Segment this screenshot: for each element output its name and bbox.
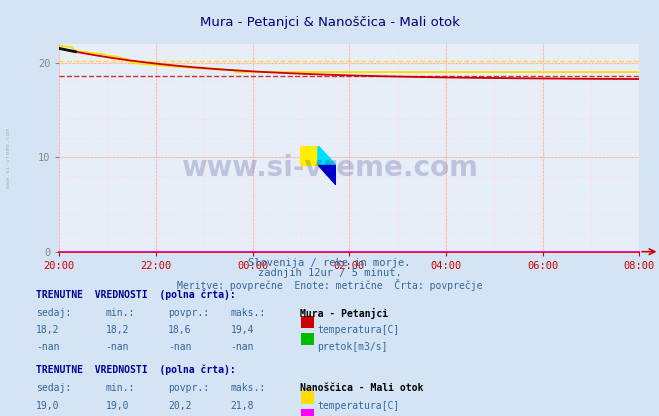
Text: www.si-vreme.com: www.si-vreme.com <box>6 128 11 188</box>
Text: -nan: -nan <box>168 342 192 352</box>
Text: Nanoščica - Mali otok: Nanoščica - Mali otok <box>300 383 423 393</box>
Text: Meritve: povprečne  Enote: metrične  Črta: povprečje: Meritve: povprečne Enote: metrične Črta:… <box>177 279 482 291</box>
Text: temperatura[C]: temperatura[C] <box>317 401 399 411</box>
Text: temperatura[C]: temperatura[C] <box>317 325 399 335</box>
Text: maks.:: maks.: <box>231 307 266 317</box>
Text: TRENUTNE  VREDNOSTI  (polna črta):: TRENUTNE VREDNOSTI (polna črta): <box>36 289 236 300</box>
Text: maks.:: maks.: <box>231 383 266 393</box>
Text: -nan: -nan <box>105 342 129 352</box>
Text: 19,4: 19,4 <box>231 325 254 335</box>
Text: povpr.:: povpr.: <box>168 307 209 317</box>
Text: pretok[m3/s]: pretok[m3/s] <box>317 342 387 352</box>
Text: min.:: min.: <box>105 383 135 393</box>
Bar <box>300 146 318 165</box>
Text: Slovenija / reke in morje.: Slovenija / reke in morje. <box>248 258 411 268</box>
Text: sedaj:: sedaj: <box>36 383 71 393</box>
Polygon shape <box>318 165 336 185</box>
Text: Mura - Petanjci: Mura - Petanjci <box>300 307 388 319</box>
Text: -nan: -nan <box>231 342 254 352</box>
Text: 20,2: 20,2 <box>168 401 192 411</box>
Polygon shape <box>318 146 336 165</box>
Text: 18,6: 18,6 <box>168 325 192 335</box>
Text: -nan: -nan <box>36 342 60 352</box>
Text: zadnjih 12ur / 5 minut.: zadnjih 12ur / 5 minut. <box>258 268 401 278</box>
Text: Mura - Petanjci & Nanoščica - Mali otok: Mura - Petanjci & Nanoščica - Mali otok <box>200 16 459 29</box>
Text: povpr.:: povpr.: <box>168 383 209 393</box>
Text: www.si-vreme.com: www.si-vreme.com <box>181 154 478 183</box>
Text: 21,8: 21,8 <box>231 401 254 411</box>
Text: 18,2: 18,2 <box>36 325 60 335</box>
Text: 19,0: 19,0 <box>36 401 60 411</box>
Text: TRENUTNE  VREDNOSTI  (polna črta):: TRENUTNE VREDNOSTI (polna črta): <box>36 365 236 375</box>
Text: min.:: min.: <box>105 307 135 317</box>
Text: 18,2: 18,2 <box>105 325 129 335</box>
Text: 19,0: 19,0 <box>105 401 129 411</box>
Text: sedaj:: sedaj: <box>36 307 71 317</box>
